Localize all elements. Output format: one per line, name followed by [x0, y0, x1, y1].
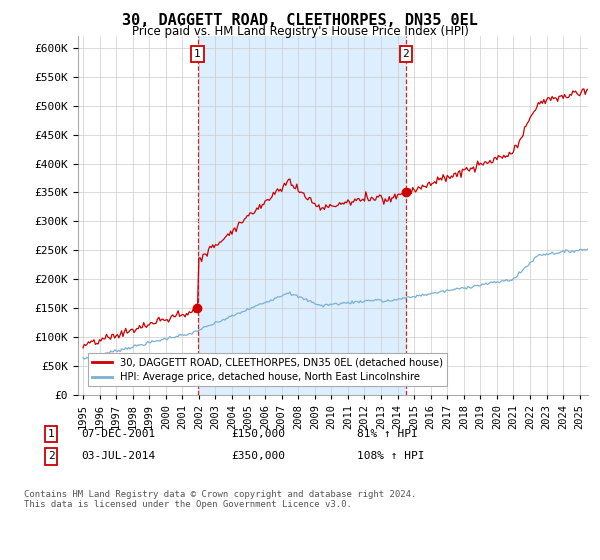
Text: £150,000: £150,000 [231, 429, 285, 439]
Text: 03-JUL-2014: 03-JUL-2014 [81, 451, 155, 461]
Text: £350,000: £350,000 [231, 451, 285, 461]
Text: 30, DAGGETT ROAD, CLEETHORPES, DN35 0EL: 30, DAGGETT ROAD, CLEETHORPES, DN35 0EL [122, 13, 478, 28]
Text: 1: 1 [47, 429, 55, 439]
Text: 2: 2 [403, 49, 409, 59]
Text: 108% ↑ HPI: 108% ↑ HPI [357, 451, 425, 461]
Legend: 30, DAGGETT ROAD, CLEETHORPES, DN35 0EL (detached house), HPI: Average price, de: 30, DAGGETT ROAD, CLEETHORPES, DN35 0EL … [88, 353, 447, 386]
Text: 1: 1 [194, 49, 201, 59]
Text: Contains HM Land Registry data © Crown copyright and database right 2024.
This d: Contains HM Land Registry data © Crown c… [24, 490, 416, 510]
Text: Price paid vs. HM Land Registry's House Price Index (HPI): Price paid vs. HM Land Registry's House … [131, 25, 469, 38]
Bar [197, 36, 406, 395]
Text: 07-DEC-2001: 07-DEC-2001 [81, 429, 155, 439]
Text: 2: 2 [47, 451, 55, 461]
Text: 81% ↑ HPI: 81% ↑ HPI [357, 429, 418, 439]
